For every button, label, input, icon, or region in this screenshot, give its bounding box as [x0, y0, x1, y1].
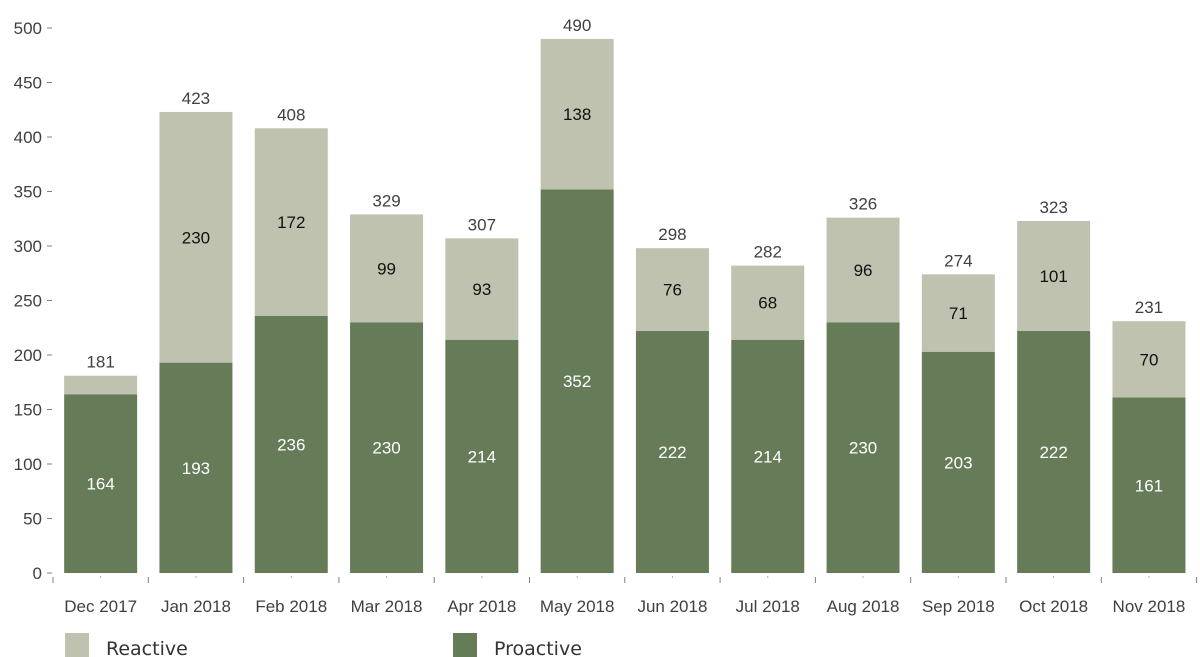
legend-swatch-reactive: [65, 633, 89, 657]
y-tick-label: 500: [14, 19, 42, 38]
y-tick-label: 200: [14, 346, 42, 365]
y-tick-label: 300: [14, 237, 42, 256]
bar-total-label: 408: [277, 105, 305, 124]
bar-reactive: [826, 217, 900, 323]
bar-total-label: 181: [86, 353, 114, 372]
legend-swatch-proactive: [453, 633, 477, 657]
bar-proactive: [540, 189, 614, 573]
bar-label-proactive: 214: [754, 447, 782, 466]
legend: Reactive Proactive: [65, 633, 582, 657]
bar-reactive: [350, 214, 424, 323]
bar-total-label: 307: [468, 215, 496, 234]
bar-proactive: [254, 315, 328, 573]
bar-proactive: [635, 331, 709, 573]
legend-label-proactive: Proactive: [494, 638, 582, 657]
x-tick-label: Jun 2018: [637, 597, 707, 616]
bar-total-label: 423: [182, 89, 210, 108]
bar-total-label: 231: [1135, 298, 1163, 317]
bar-reactive: [1017, 220, 1091, 332]
bar-label-reactive: 70: [1139, 350, 1158, 369]
bar-proactive: [921, 351, 995, 573]
bar-label-proactive: 352: [563, 372, 591, 391]
bar-label-proactive: 222: [1039, 443, 1067, 462]
bar-total-label: 274: [944, 251, 972, 270]
bar-total-label: 329: [372, 191, 400, 210]
bar-label-proactive: 193: [182, 459, 210, 478]
x-tick-label: Aug 2018: [827, 597, 900, 616]
bar-total-label: 326: [849, 195, 877, 214]
y-tick-label: 250: [14, 292, 42, 311]
bar-proactive: [731, 339, 805, 573]
bar-label-reactive: 76: [663, 281, 682, 300]
bar-reactive: [921, 274, 995, 352]
y-tick-label: 100: [14, 455, 42, 474]
x-tick-label: Jul 2018: [736, 597, 800, 616]
x-tick-label: Sep 2018: [922, 597, 995, 616]
bar-label-reactive: 96: [854, 261, 873, 280]
data-labels: 164 181 193 230 423 236 172 408 230 99 329 214 93 307…: [86, 16, 1163, 495]
bar-reactive: [540, 38, 614, 190]
bar-proactive: [64, 394, 138, 573]
x-tick-label: Oct 2018: [1019, 597, 1088, 616]
y-axis: 0 50 100 150 200 250 300 350 400 450 500: [14, 19, 52, 583]
bar-label-reactive: 138: [563, 105, 591, 124]
bar-label-reactive: 101: [1039, 267, 1067, 286]
bar-label-reactive: 230: [182, 228, 210, 247]
bar-label-reactive: 93: [472, 280, 491, 299]
x-tick-label: Apr 2018: [447, 597, 516, 616]
y-tick-label: 50: [23, 510, 42, 529]
bar-label-proactive: 222: [658, 443, 686, 462]
bar-label-proactive: 236: [277, 435, 305, 454]
y-tick-label: 150: [14, 401, 42, 420]
bar-label-reactive: 68: [758, 294, 777, 313]
bar-label-proactive: 230: [372, 439, 400, 458]
bar-proactive: [350, 322, 424, 573]
x-tick-label: Mar 2018: [351, 597, 423, 616]
bar-label-proactive: 230: [849, 439, 877, 458]
bar-reactive: [64, 375, 138, 395]
x-tick-label: May 2018: [540, 597, 615, 616]
bar-proactive: [159, 362, 233, 573]
x-tick-label: Nov 2018: [1113, 597, 1186, 616]
x-tick-label: Jan 2018: [161, 597, 231, 616]
bar-total-label: 490: [563, 16, 591, 35]
x-tick-label: Feb 2018: [255, 597, 327, 616]
y-tick-label: 400: [14, 128, 42, 147]
bar-reactive: [254, 128, 328, 316]
bar-reactive: [731, 265, 805, 340]
x-axis: Dec 2017 Jan 2018 Feb 2018 Mar 2018 Apr 2018…: [52, 576, 1198, 616]
bar-label-proactive: 203: [944, 453, 972, 472]
bar-label-proactive: 164: [86, 475, 114, 494]
bar-proactive: [826, 322, 900, 573]
bar-reactive: [159, 111, 233, 363]
legend-label-reactive: Reactive: [106, 638, 188, 657]
bar-total-label: 323: [1039, 198, 1067, 217]
bar-label-proactive: 214: [468, 447, 496, 466]
y-tick-label: 350: [14, 183, 42, 202]
bar-label-reactive: 172: [277, 213, 305, 232]
bar-proactive: [445, 339, 519, 573]
y-tick-label: 450: [14, 74, 42, 93]
y-tick-label: 0: [33, 564, 42, 583]
bar-label-reactive: 71: [949, 304, 968, 323]
bar-proactive: [1017, 331, 1091, 573]
bar-proactive: [1112, 397, 1186, 573]
x-tick-label: Dec 2017: [64, 597, 137, 616]
bar-label-reactive: 99: [377, 259, 396, 278]
bar-reactive: [445, 238, 519, 340]
bar-total-label: 298: [658, 225, 686, 244]
bar-reactive: [1112, 321, 1186, 398]
bars: [64, 38, 1186, 573]
bar-label-proactive: 161: [1135, 476, 1163, 495]
bar-total-label: 282: [754, 243, 782, 262]
bar-reactive: [635, 248, 709, 332]
